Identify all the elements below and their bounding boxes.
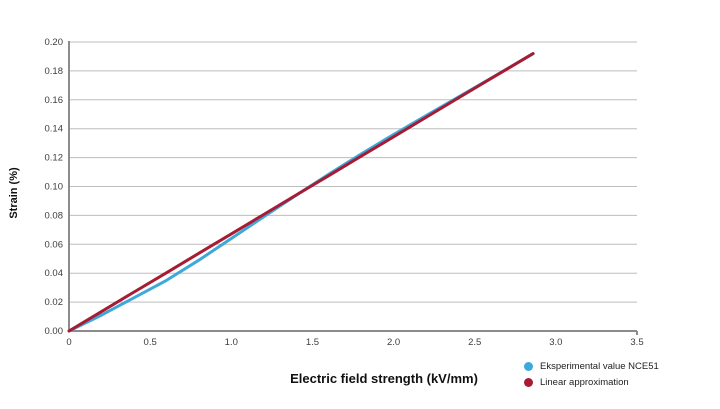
legend-label: Eksperimental value NCE51 [540,361,659,372]
legend-dot-icon [524,362,533,371]
legend-item-linear: Linear approximation [524,377,659,388]
series-line-linear [67,52,535,333]
y-tick-label: 0.14 [45,124,64,135]
legend-item-experimental: Eksperimental value NCE51 [524,361,659,372]
x-tick-label: 3.5 [630,337,643,348]
gridlines [69,41,637,303]
y-tick-label: 0.10 [45,182,64,193]
y-axis-title: Strain (%) [8,167,20,219]
y-tick-label: 0.16 [45,95,64,106]
x-tick-label: 2.5 [468,337,481,348]
x-tick-label: 3.0 [549,337,562,348]
y-tick-label: 0.06 [45,239,64,250]
legend: Eksperimental value NCE51 Linear approxim… [524,361,659,388]
y-tick-label: 0.12 [45,153,64,164]
x-axis-title: Electric field strength (kV/mm) [290,371,478,386]
x-tick-label: 0.5 [144,337,157,348]
x-tick-label: 1.5 [306,337,319,348]
x-tick-labels: 0 0.5 1.0 1.5 2.0 2.5 3.0 3.5 [66,337,643,348]
legend-dot-icon [524,378,533,387]
y-tick-label: 0.02 [45,297,64,308]
x-tick-label: 1.0 [225,337,238,348]
y-tick-label: 0.20 [45,37,64,48]
x-tick-label: 0 [66,337,71,348]
x-tick-label: 2.0 [387,337,400,348]
y-tick-label: 0.08 [45,210,64,221]
y-tick-label: 0.00 [45,326,64,337]
legend-label: Linear approximation [540,377,629,388]
y-tick-label: 0.04 [45,268,64,279]
axis-lines [68,41,638,335]
y-tick-label: 0.18 [45,66,64,77]
series-lines [67,52,535,333]
y-tick-labels: 0.00 0.02 0.04 0.06 0.08 0.10 0.12 0.14 0.16 0.18… [45,37,64,337]
